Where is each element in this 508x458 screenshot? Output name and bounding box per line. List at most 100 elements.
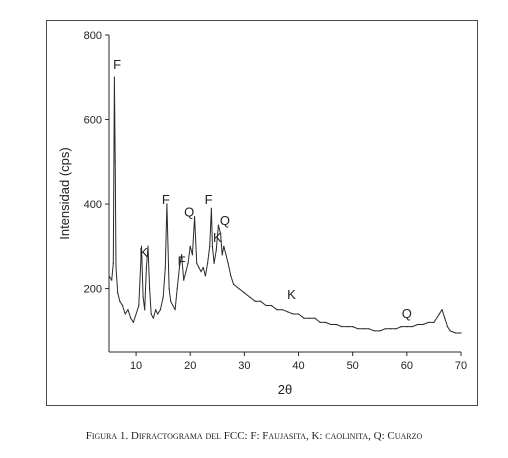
peak-label: Q — [184, 205, 194, 220]
data-point — [362, 328, 365, 330]
peak-label: Q — [220, 213, 230, 228]
data-point — [152, 317, 155, 319]
x-tick-label: 50 — [347, 360, 359, 372]
data-point — [170, 300, 172, 302]
data-point — [314, 317, 316, 319]
data-point — [441, 309, 443, 311]
data-point — [438, 313, 440, 315]
data-point — [379, 330, 381, 332]
data-point — [138, 304, 140, 307]
caption-text: Difractograma del FCC: F: Faujasita, K: … — [130, 430, 423, 442]
data-point — [132, 321, 134, 324]
figure-caption: Figura 1. Difractograma del FCC: F: Fauj… — [0, 430, 508, 442]
data-point — [230, 275, 232, 277]
data-point — [368, 328, 370, 330]
data-point — [178, 266, 180, 269]
data-point — [144, 309, 146, 311]
data-point — [449, 330, 451, 332]
data-point — [150, 313, 152, 315]
y-axis-ticks: 200 400 600 800 — [84, 30, 109, 296]
x-tick-label: 70 — [455, 360, 467, 372]
data-point — [270, 304, 273, 307]
data-point — [287, 311, 289, 313]
data-point — [265, 304, 267, 307]
x-tick-label: 10 — [130, 360, 142, 372]
data-point — [124, 313, 126, 315]
data-point — [185, 271, 187, 273]
x-tick-label: 60 — [401, 360, 413, 372]
data-point — [254, 300, 256, 302]
axes — [108, 35, 461, 353]
data-point — [238, 288, 240, 290]
data-point — [149, 288, 151, 290]
peak-label: F — [205, 192, 213, 207]
series-group — [108, 76, 462, 334]
data-point — [198, 266, 200, 269]
data-point — [147, 245, 149, 247]
data-point — [200, 271, 202, 273]
data-point — [176, 288, 178, 290]
data-point — [417, 323, 419, 326]
y-tick-label: 600 — [84, 115, 102, 127]
peak-label: K — [213, 230, 222, 245]
y-axis-title: Intensidad (cps) — [57, 147, 72, 240]
x-tick-label: 20 — [184, 360, 196, 372]
data-point — [260, 300, 262, 302]
data-point — [159, 309, 162, 311]
peak-label: F — [162, 192, 170, 207]
data-point — [341, 326, 343, 328]
data-point — [206, 262, 209, 264]
data-point — [232, 283, 235, 285]
x-axis-title: 2θ — [278, 382, 292, 397]
data-point — [113, 76, 116, 78]
data-point — [211, 245, 214, 247]
data-point — [346, 326, 348, 328]
data-point — [162, 296, 164, 298]
caption-label: Figura 1. — [85, 430, 129, 442]
data-point — [352, 326, 354, 328]
data-point — [112, 262, 114, 264]
data-point — [444, 317, 446, 319]
data-point — [227, 262, 229, 264]
data-point — [121, 304, 124, 307]
data-point — [219, 233, 222, 235]
data-point — [119, 300, 121, 302]
data-point — [303, 317, 305, 319]
data-point — [330, 323, 332, 326]
data-point — [189, 245, 191, 247]
data-point — [164, 266, 166, 269]
peak-label: K — [287, 287, 296, 302]
data-point — [276, 309, 278, 311]
data-point — [297, 313, 300, 315]
data-point — [210, 207, 212, 209]
y-tick-label: 400 — [84, 199, 102, 211]
peak-label: Q — [402, 306, 412, 321]
data-point — [167, 245, 169, 247]
data-point — [281, 309, 283, 311]
data-point — [209, 245, 211, 247]
data-point — [174, 309, 176, 311]
data-point — [145, 266, 147, 269]
y-tick-label: 800 — [84, 30, 102, 42]
data-point — [249, 296, 251, 298]
peak-label: F — [178, 253, 186, 268]
data-point — [308, 317, 310, 319]
data-point — [454, 332, 457, 334]
data-point — [135, 313, 137, 315]
data-point — [223, 245, 225, 247]
data-point — [154, 309, 157, 311]
y-tick-label: 200 — [84, 284, 102, 296]
data-point — [427, 321, 430, 324]
data-point — [325, 321, 327, 324]
data-point — [142, 296, 144, 298]
data-point — [187, 262, 189, 264]
data-point — [460, 332, 462, 334]
data-point — [168, 288, 170, 290]
data-point — [406, 326, 408, 328]
data-point — [390, 328, 392, 330]
data-point — [357, 328, 359, 330]
data-point — [127, 309, 129, 311]
